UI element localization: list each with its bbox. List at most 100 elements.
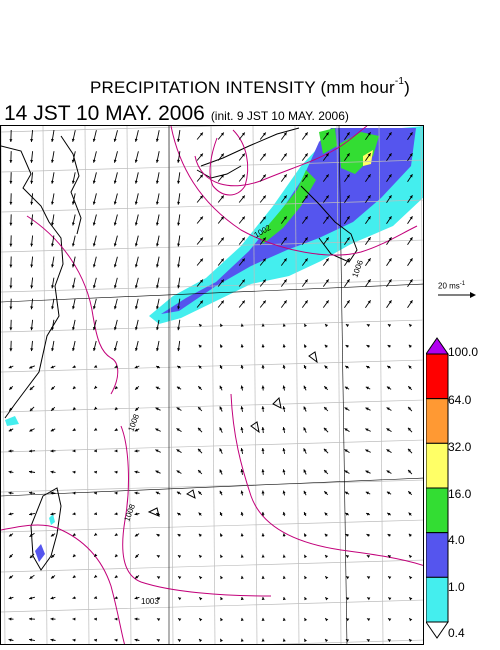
wind-arrow-icon — [134, 365, 140, 369]
wind-arrow-icon — [197, 469, 203, 475]
wind-arrow-icon — [301, 153, 309, 161]
wind-arrow-icon — [134, 638, 140, 642]
wind-arrow-icon — [9, 319, 13, 331]
wind-arrow-icon — [156, 638, 160, 642]
wind-arrow-icon — [303, 554, 307, 558]
wind-arrow-icon — [28, 491, 36, 495]
wind-arrow-icon — [345, 618, 350, 622]
wind-arrow-icon — [72, 319, 76, 331]
coastlines — [1, 127, 358, 571]
wind-arrow-icon — [240, 406, 244, 412]
wind-arrow-icon — [72, 428, 76, 432]
wind-arrow-icon — [282, 533, 286, 537]
wind-arrow-icon — [197, 490, 203, 496]
parallel-line — [1, 279, 423, 293]
wind-arrow-icon — [9, 151, 13, 163]
wind-scale-arrow-icon — [438, 292, 476, 298]
wind-arrow-icon — [30, 130, 34, 142]
wind-arrow-icon — [217, 300, 225, 308]
wind-arrow-icon — [197, 448, 203, 454]
wind-arrow-icon — [407, 427, 413, 433]
wind-arrow-icon — [196, 132, 204, 140]
wind-arrow-icon — [303, 323, 307, 327]
wind-arrow-icon — [240, 511, 244, 517]
wind-arrow-icon — [93, 512, 98, 516]
wind-arrow-icon — [71, 193, 76, 205]
wind-arrow-icon — [344, 195, 350, 203]
wind-arrow-icon — [303, 385, 307, 391]
isobar-label: 1003 — [141, 597, 159, 606]
wind-arrow-icon — [176, 386, 182, 390]
wind-arrow-icon — [217, 258, 225, 266]
wind-arrow-icon — [365, 195, 371, 203]
wind-arrow-icon — [366, 618, 371, 622]
wind-arrow-icon — [50, 449, 56, 453]
wind-arrow-icon — [365, 386, 371, 390]
wind-arrow-icon — [280, 258, 288, 266]
wind-arrow-icon — [219, 469, 223, 475]
wind-arrow-icon — [28, 617, 36, 621]
wind-arrow-icon — [30, 193, 34, 205]
wind-arrow-icon — [261, 490, 265, 496]
wind-arrow-icon — [30, 298, 34, 310]
wind-arrow-icon — [238, 153, 246, 161]
wind-arrow-icon — [324, 533, 328, 537]
meridian-line — [42, 126, 48, 644]
colorbar-label: 32.0 — [448, 440, 472, 454]
colorbar-label: 0.4 — [448, 626, 465, 640]
wind-arrow-icon — [50, 406, 56, 412]
wind-arrow-icon — [259, 132, 267, 140]
wind-arrow-icon — [240, 448, 244, 454]
wind-arrow-icon — [344, 132, 350, 140]
wind-arrow-icon — [134, 512, 140, 516]
wind-arrow-icon — [134, 193, 139, 205]
wind-arrow-icon — [408, 323, 413, 328]
rain-core-2 — [319, 128, 337, 154]
wind-arrow-icon — [366, 533, 370, 537]
wind-arrow-icon — [30, 340, 34, 352]
wind-arrow-icon — [217, 174, 225, 182]
wind-arrow-icon — [280, 174, 288, 182]
wind-arrow-icon — [8, 617, 14, 621]
wind-arrow-icon — [280, 279, 288, 287]
wind-arrow-icon — [113, 319, 118, 331]
wind-arrow-icon — [282, 575, 286, 579]
parallel-line — [1, 159, 423, 173]
wind-arrow-icon — [324, 323, 329, 328]
wind-arrow-icon — [282, 638, 286, 642]
wind-arrow-icon — [198, 617, 203, 622]
wind-arrow-icon — [344, 300, 350, 308]
wind-arrow-icon — [113, 130, 118, 142]
wind-arrow-icon — [29, 638, 35, 642]
wind-arrow-icon — [303, 490, 307, 496]
wind-arrow-icon — [155, 470, 161, 474]
wind-arrow-icon — [8, 449, 14, 453]
wind-arrow-icon — [259, 300, 267, 308]
colorbar-label: 1.0 — [448, 580, 465, 594]
wind-arrow-icon — [386, 512, 392, 516]
wind-arrow-icon — [30, 277, 34, 289]
wind-arrow-icon — [322, 300, 330, 308]
wind-arrow-icon — [407, 300, 413, 308]
wind-arrow-icon — [114, 428, 118, 432]
wind-arrow-icon — [240, 638, 244, 642]
wind-arrow-icon — [261, 554, 265, 558]
wind-arrow-icon — [217, 216, 225, 224]
wind-arrow-icon — [114, 596, 118, 600]
wind-arrow-icon — [365, 449, 371, 453]
wind-arrow-icon — [30, 235, 34, 247]
wind-arrow-icon — [155, 172, 160, 184]
meridian-line — [1, 126, 6, 644]
wind-arrow-icon — [8, 575, 14, 579]
wind-arrow-icon — [280, 216, 288, 224]
wind-arrow-icon — [197, 385, 203, 391]
wind-arrow-icon — [282, 469, 286, 475]
wind-arrow-icon — [219, 427, 223, 433]
wind-arrow-icon — [301, 279, 309, 287]
wind-arrow-icon — [71, 151, 76, 163]
wind-arrow-icon — [134, 277, 139, 289]
wind-arrow-icon — [29, 512, 35, 516]
wind-arrow-icon — [345, 576, 350, 580]
parallel-line — [1, 359, 423, 373]
wind-arrow-icon — [407, 132, 413, 140]
